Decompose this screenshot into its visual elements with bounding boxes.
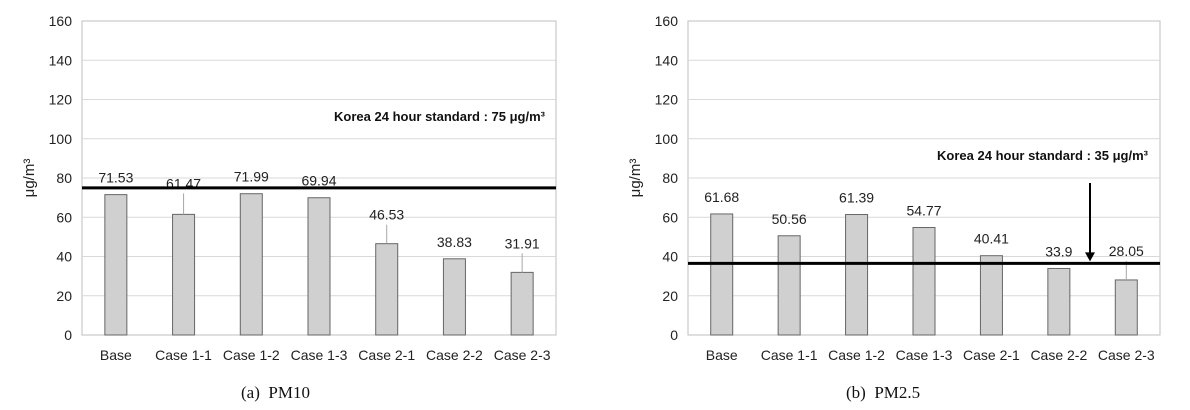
- data-label: 28.05: [1109, 243, 1144, 259]
- standard-label: Korea 24 hour standard : 75 μg/m³: [334, 109, 546, 124]
- y-tick-label: 0: [670, 327, 678, 343]
- bar: [777, 235, 801, 336]
- bar: [104, 194, 128, 336]
- x-tick-label: Case 2-3: [1098, 347, 1155, 363]
- y-tick-label: 60: [662, 209, 678, 225]
- x-tick-label: Case 2-1: [358, 347, 415, 363]
- bar: [442, 258, 466, 336]
- x-tick-label: Case 1-3: [291, 347, 348, 363]
- bar: [239, 193, 263, 336]
- x-tick-label: Case 1-3: [896, 347, 953, 363]
- data-label: 71.99: [234, 169, 269, 185]
- bar: [375, 243, 399, 336]
- y-tick-label: 80: [56, 170, 72, 186]
- bar: [510, 271, 534, 336]
- data-label: 38.83: [437, 234, 472, 250]
- data-label: 61.68: [704, 189, 739, 205]
- x-tick-label: Case 1-2: [828, 347, 885, 363]
- y-tick-label: 20: [56, 288, 72, 304]
- chart-pm25: 0 20 40 60 80 100 120 140 160 μg/m³ 61.68 Base 50.56…: [627, 13, 1161, 363]
- x-tick-label: Case 2-2: [1030, 347, 1087, 363]
- data-label: 46.53: [369, 207, 404, 223]
- x-tick-label: Case 1-2: [223, 347, 280, 363]
- bar: [172, 213, 196, 336]
- y-tick-label: 120: [49, 92, 73, 108]
- y-tick-label: 160: [49, 13, 73, 29]
- y-tick-label: 40: [662, 249, 678, 265]
- data-label: 61.39: [839, 190, 874, 206]
- bar: [307, 197, 331, 336]
- data-label: 33.9: [1045, 243, 1072, 259]
- data-label: 31.91: [505, 235, 540, 251]
- y-tick-label: 160: [655, 13, 679, 29]
- x-tick-label: Case 2-3: [494, 347, 551, 363]
- bar: [1047, 267, 1071, 336]
- x-tick-label: Case 2-1: [963, 347, 1020, 363]
- bar: [845, 214, 869, 336]
- y-tick-label: 140: [655, 52, 679, 68]
- y-tick-label: 20: [662, 288, 678, 304]
- x-tick-label: Base: [100, 347, 132, 363]
- y-tick-label: 120: [655, 92, 679, 108]
- chart-panel-pm25: 0 20 40 60 80 100 120 140 160 μg/m³ 61.68 Base 50.56…: [600, 0, 1190, 410]
- data-label: 71.53: [98, 170, 133, 186]
- data-label: 40.41: [974, 231, 1009, 247]
- chart-caption: (a) PM10: [241, 383, 310, 402]
- y-tick-label: 100: [49, 131, 73, 147]
- x-tick-label: Case 2-2: [426, 347, 483, 363]
- bar: [979, 255, 1003, 336]
- bar: [912, 227, 936, 336]
- bar: [1114, 279, 1138, 336]
- x-tick-label: Base: [706, 347, 738, 363]
- y-tick-label: 140: [49, 52, 73, 68]
- y-tick-label: 0: [64, 327, 72, 343]
- x-tick-label: Case 1-1: [155, 347, 212, 363]
- chart-caption: (b) PM2.5: [846, 383, 921, 402]
- y-axis-title: μg/m³: [627, 159, 644, 198]
- y-tick-label: 100: [655, 131, 679, 147]
- arrow-head-icon: [1085, 252, 1095, 262]
- standard-label: Korea 24 hour standard : 35 μg/m³: [937, 148, 1149, 163]
- data-label: 54.77: [906, 203, 941, 219]
- chart-panel-pm10: 0 20 40 60 80 100 120 140 160 μg/m³ 71.53 Base 61.47…: [21, 13, 557, 402]
- bar: [710, 213, 734, 336]
- y-tick-label: 40: [56, 249, 72, 265]
- data-label: 69.94: [301, 173, 336, 189]
- x-tick-label: Case 1-1: [761, 347, 818, 363]
- y-tick-label: 60: [56, 209, 72, 225]
- data-label: 50.56: [772, 211, 807, 227]
- y-axis-title: μg/m³: [21, 159, 38, 198]
- y-tick-label: 80: [662, 170, 678, 186]
